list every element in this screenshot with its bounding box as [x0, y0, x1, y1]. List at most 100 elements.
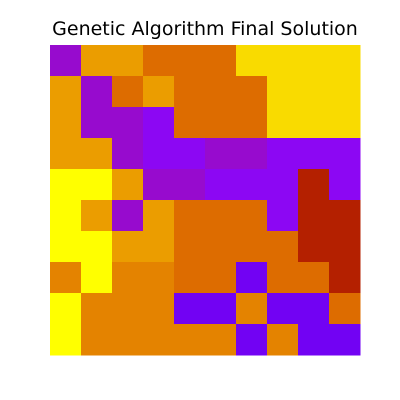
- heatmap-cell: [81, 200, 113, 232]
- heatmap-cell: [112, 200, 144, 232]
- heatmap-cell: [329, 200, 361, 232]
- heatmap-cell: [205, 107, 237, 139]
- heatmap-cell: [174, 138, 206, 170]
- heatmap-cell: [81, 45, 113, 77]
- heatmap-cell: [174, 200, 206, 232]
- heatmap-cell: [143, 293, 175, 325]
- heatmap-cell: [267, 138, 299, 170]
- heatmap-cell: [112, 231, 144, 263]
- heatmap-cell: [174, 169, 206, 201]
- heatmap-cell: [205, 169, 237, 201]
- heatmap-cell: [205, 200, 237, 232]
- heatmap-cell: [174, 324, 206, 356]
- heatmap-cell: [112, 169, 144, 201]
- heatmap-cell: [267, 169, 299, 201]
- heatmap-cell: [329, 76, 361, 108]
- heatmap-cell: [236, 200, 268, 232]
- heatmap-cell: [298, 169, 330, 201]
- heatmap-cell: [329, 107, 361, 139]
- heatmap-cell: [236, 293, 268, 325]
- heatmap-cell: [236, 169, 268, 201]
- heatmap-cell: [50, 169, 82, 201]
- heatmap-cell: [112, 262, 144, 294]
- heatmap-cell: [81, 262, 113, 294]
- heatmap-cell: [81, 169, 113, 201]
- heatmap-cell: [205, 138, 237, 170]
- heatmap-cell: [205, 45, 237, 77]
- heatmap-cell: [50, 138, 82, 170]
- heatmap-cell: [81, 231, 113, 263]
- heatmap-cell: [329, 169, 361, 201]
- heatmap-cell: [143, 76, 175, 108]
- heatmap-cell: [329, 324, 361, 356]
- heatmap-cell: [267, 262, 299, 294]
- heatmap-cell: [205, 231, 237, 263]
- heatmap-cell: [298, 76, 330, 108]
- heatmap-cell: [112, 324, 144, 356]
- heatmap-cell: [329, 45, 361, 77]
- heatmap-cell: [329, 262, 361, 294]
- heatmap-cell: [50, 107, 82, 139]
- heatmap-cell: [205, 262, 237, 294]
- heatmap-cell: [50, 324, 82, 356]
- heatmap-cell: [329, 138, 361, 170]
- heatmap-cell: [81, 293, 113, 325]
- heatmap-cell: [298, 45, 330, 77]
- heatmap-cell: [267, 231, 299, 263]
- heatmap-cell: [329, 293, 361, 325]
- heatmap-cell: [50, 231, 82, 263]
- heatmap-cell: [50, 76, 82, 108]
- heatmap-cell: [143, 45, 175, 77]
- heatmap-cell: [236, 262, 268, 294]
- heatmap-cell: [143, 262, 175, 294]
- heatmap-cell: [267, 200, 299, 232]
- heatmap-cell: [174, 45, 206, 77]
- heatmap-cell: [267, 107, 299, 139]
- heatmap-cell: [236, 324, 268, 356]
- heatmap-cell: [81, 324, 113, 356]
- heatmap-cell: [143, 231, 175, 263]
- heatmap-cell: [236, 138, 268, 170]
- heatmap-cell: [267, 45, 299, 77]
- heatmap-cell: [298, 138, 330, 170]
- heatmap-cell: [143, 138, 175, 170]
- heatmap-cell: [81, 76, 113, 108]
- heatmap-cell: [298, 200, 330, 232]
- heatmap-cell: [298, 107, 330, 139]
- heatmap-cell: [50, 293, 82, 325]
- heatmap-cell: [50, 45, 82, 77]
- chart-title: Genetic Algorithm Final Solution: [52, 18, 358, 40]
- heatmap-cell: [236, 76, 268, 108]
- heatmap-cell: [174, 293, 206, 325]
- heatmap-cell: [298, 293, 330, 325]
- heatmap-cell: [236, 45, 268, 77]
- heatmap-cell: [112, 45, 144, 77]
- heatmap-cell: [298, 231, 330, 263]
- heatmap-cell: [174, 231, 206, 263]
- heatmap-cell: [112, 76, 144, 108]
- heatmap-cell: [50, 200, 82, 232]
- heatmap-cell: [143, 324, 175, 356]
- heatmap-cell: [205, 76, 237, 108]
- heatmap-cell: [205, 293, 237, 325]
- heatmap-cell: [81, 138, 113, 170]
- heatmap-cell: [174, 107, 206, 139]
- heatmap-cell: [267, 76, 299, 108]
- heatmap-cell: [174, 76, 206, 108]
- heatmap-cell: [143, 169, 175, 201]
- heatmap-cell: [143, 200, 175, 232]
- heatmap-cell: [267, 324, 299, 356]
- heatmap-cell: [50, 262, 82, 294]
- heatmap-cells: [50, 45, 361, 356]
- heatmap-cell: [112, 138, 144, 170]
- heatmap-cell: [236, 231, 268, 263]
- heatmap-cell: [81, 107, 113, 139]
- heatmap-cell: [236, 107, 268, 139]
- heatmap-cell: [329, 231, 361, 263]
- heatmap-cell: [112, 107, 144, 139]
- heatmap-cell: [112, 293, 144, 325]
- heatmap-cell: [298, 262, 330, 294]
- heatmap-cell: [298, 324, 330, 356]
- heatmap-cell: [205, 324, 237, 356]
